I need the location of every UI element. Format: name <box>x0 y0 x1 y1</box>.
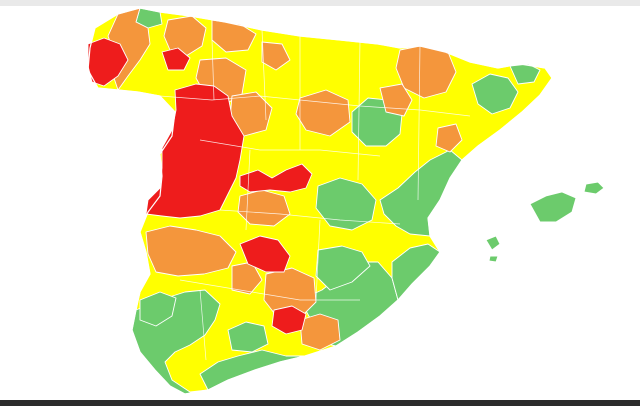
jaen-orange <box>263 267 317 319</box>
zamora-caceres-red <box>145 83 245 219</box>
coastline <box>87 7 553 395</box>
window-top-bar <box>0 0 640 6</box>
menorca-green <box>583 181 605 195</box>
leon-orange <box>163 15 207 57</box>
extremadura-orange <box>145 225 237 277</box>
window-bottom-bar <box>0 400 640 406</box>
teruel-orange <box>435 123 463 153</box>
huelva-green <box>139 291 177 327</box>
toledo-orange <box>237 189 291 227</box>
granada-red <box>271 305 307 335</box>
almeria-orange <box>299 313 341 351</box>
albacete-green <box>315 245 371 291</box>
formentera-green <box>488 255 499 263</box>
segovia-orange <box>295 89 351 137</box>
cuenca-green <box>315 177 377 231</box>
granada-green <box>227 321 269 353</box>
ibiza-green <box>485 235 501 251</box>
province-boundaries <box>159 29 471 361</box>
catalonia-green <box>471 73 519 115</box>
ourense-red <box>161 47 191 71</box>
soria-orange <box>261 41 291 71</box>
ciudad-real-red <box>239 235 291 273</box>
mallorca-green <box>529 191 577 223</box>
madrid-red <box>239 163 313 193</box>
